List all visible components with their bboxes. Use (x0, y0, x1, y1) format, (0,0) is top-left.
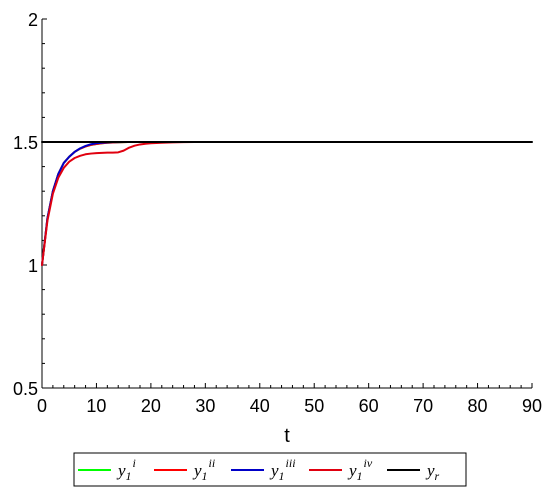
y-tick-label: 2 (28, 10, 38, 30)
legend-label-4: yr (425, 461, 440, 483)
legend-label-main: y (192, 461, 202, 480)
legend-label-sub: 1 (202, 469, 208, 483)
axes-layer: 0 10 20 30 40 50 60 70 80 90 0.5 1 1.5 2 (13, 10, 542, 416)
legend-label-sub: 1 (279, 469, 285, 483)
x-tick-label: 10 (86, 396, 106, 416)
legend-label-sup: i (133, 456, 136, 470)
x-tick-label: 20 (141, 396, 161, 416)
legend-label-main: y (347, 461, 357, 480)
series-line-2 (41, 141, 207, 266)
legend-label-2: y1iii (269, 456, 296, 483)
x-tick-label: 0 (37, 396, 47, 416)
y-tick-label: 1.5 (13, 133, 38, 153)
legend-label-sub: 1 (126, 469, 132, 483)
legend-label-main: y (425, 461, 435, 480)
legend: y1i y1ii y1iii y1iv yr (73, 452, 467, 487)
y-tick-label: 0.5 (13, 379, 38, 399)
x-tick-label: 80 (468, 396, 488, 416)
legend-label-3: y1iv (347, 456, 373, 483)
series-layer (41, 141, 533, 266)
legend-label-sup: ii (209, 456, 216, 470)
x-tick-label: 50 (304, 396, 324, 416)
legend-label-sup: iv (364, 456, 373, 470)
x-tick-label: 40 (250, 396, 270, 416)
legend-label-sub: 1 (357, 469, 363, 483)
x-tick-label: 90 (522, 396, 542, 416)
x-tick-label: 30 (195, 396, 215, 416)
legend-label-sup: iii (286, 456, 296, 470)
x-tick-label: 70 (413, 396, 433, 416)
legend-label-sub: r (435, 469, 440, 483)
legend-label-1: y1ii (192, 456, 215, 483)
y-tick-label: 1 (28, 256, 38, 276)
legend-label-main: y (269, 461, 279, 480)
legend-label-main: y (116, 461, 126, 480)
x-tick-label: 60 (359, 396, 379, 416)
legend-label-0: y1i (116, 456, 136, 483)
x-axis-title: t (284, 425, 290, 447)
